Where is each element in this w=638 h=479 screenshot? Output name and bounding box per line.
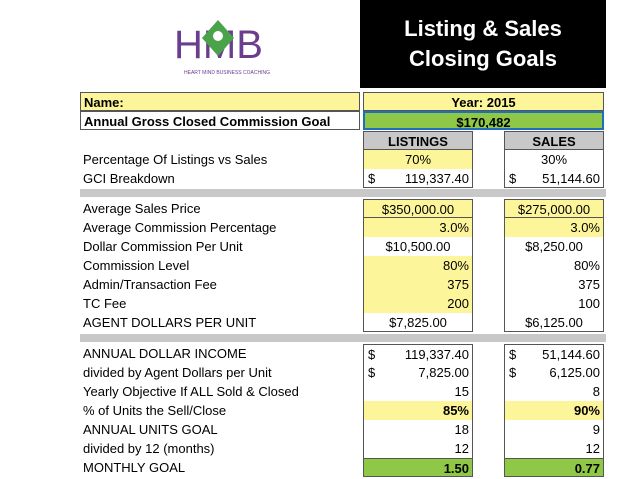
section-divider	[80, 189, 606, 197]
sales-value[interactable]: $275,000.00	[504, 199, 604, 218]
sales-value: 12	[504, 439, 604, 458]
listings-value[interactable]: 375	[363, 275, 473, 294]
listings-value: $119,337.40	[363, 344, 473, 363]
row-label: Yearly Objective If ALL Sold & Closed	[83, 384, 299, 399]
listings-value: $7,825.00	[363, 313, 473, 332]
sales-value[interactable]: 3.0%	[504, 218, 604, 237]
table-row: MONTHLY GOAL 1.50 0.77	[80, 458, 606, 477]
gci-goal-value[interactable]: $170,482	[363, 111, 604, 130]
row-label: % of Units the Sell/Close	[83, 403, 227, 418]
listings-value[interactable]: 200	[363, 294, 473, 313]
currency-sign: $	[509, 365, 517, 380]
listings-value: 15	[363, 382, 473, 401]
title-line-1: Listing & Sales	[404, 16, 562, 41]
year-label[interactable]: Year: 2015	[363, 92, 604, 111]
row-label: AGENT DOLLARS PER UNIT	[83, 315, 257, 330]
sales-value: $8,250.00	[504, 237, 604, 256]
table-row: Admin/Transaction Fee 375 375	[80, 275, 606, 294]
row-label: Average Commission Percentage	[83, 220, 277, 235]
table-row: Percentage Of Listings vs Sales 70% 30%	[80, 150, 606, 169]
currency-sign: $	[509, 347, 517, 362]
sales-value: $6,125.00	[504, 363, 604, 382]
logo-area: HMB HEART MIND BUSINESS COACHING	[80, 0, 360, 88]
sales-value: 8	[504, 382, 604, 401]
listings-value[interactable]: 80%	[363, 256, 473, 275]
monthly-goal-listings: 1.50	[363, 458, 473, 477]
table-row: % of Units the Sell/Close 85% 90%	[80, 401, 606, 420]
row-label: MONTHLY GOAL	[83, 460, 186, 475]
logo-heart-icon	[213, 31, 223, 41]
sales-value: 30%	[504, 150, 604, 169]
row-label: Commission Level	[83, 258, 190, 273]
row-label: GCI Breakdown	[83, 171, 175, 186]
row-label: ANNUAL UNITS GOAL	[83, 422, 218, 437]
title-line-2: Closing Goals	[409, 46, 557, 71]
table-row: AGENT DOLLARS PER UNIT $7,825.00 $6,125.…	[80, 313, 606, 332]
section-divider	[80, 334, 606, 342]
table-row: TC Fee 200 100	[80, 294, 606, 313]
title-block: Listing & Sales Closing Goals	[360, 0, 606, 88]
gci-goal-row: Annual Gross Closed Commission Goal $170…	[80, 111, 606, 130]
listings-value: 18	[363, 420, 473, 439]
table-row: ANNUAL DOLLAR INCOME $119,337.40 $51,144…	[80, 344, 606, 363]
sales-value: $51,144.60	[504, 169, 604, 188]
listings-value[interactable]: 70%	[363, 150, 473, 169]
sales-value: 9	[504, 420, 604, 439]
currency-sign: $	[368, 365, 376, 380]
currency-sign: $	[368, 347, 376, 362]
table-row: Average Commission Percentage 3.0% 3.0%	[80, 218, 606, 237]
sales-value: $6,125.00	[504, 313, 604, 332]
row-label: Dollar Commission Per Unit	[83, 239, 243, 254]
row-label: Average Sales Price	[83, 201, 201, 216]
table-row: Average Sales Price $350,000.00 $275,000…	[80, 199, 606, 218]
table-row: GCI Breakdown $119,337.40 $51,144.60	[80, 169, 606, 188]
row-label: divided by Agent Dollars per Unit	[83, 365, 272, 380]
currency-sign: $	[509, 171, 517, 186]
logo-tagline: HEART MIND BUSINESS COACHING	[184, 70, 270, 76]
goals-sheet: HMB HEART MIND BUSINESS COACHING Listing…	[80, 0, 606, 479]
sales-value: 375	[504, 275, 604, 294]
table-row: ANNUAL UNITS GOAL 18 9	[80, 420, 606, 439]
sales-header: SALES	[504, 131, 604, 150]
hmb-logo: HMB HEART MIND BUSINESS COACHING	[174, 20, 270, 76]
row-label: ANNUAL DOLLAR INCOME	[83, 346, 247, 361]
listings-value[interactable]: 3.0%	[363, 218, 473, 237]
table-row: divided by Agent Dollars per Unit $7,825…	[80, 363, 606, 382]
table-row: Yearly Objective If ALL Sold & Closed 15…	[80, 382, 606, 401]
name-label[interactable]: Name:	[80, 92, 360, 111]
listings-value: $119,337.40	[363, 169, 473, 188]
row-label: Admin/Transaction Fee	[83, 277, 217, 292]
sales-value: 100	[504, 294, 604, 313]
listings-value: $7,825.00	[363, 363, 473, 382]
listings-value: 12	[363, 439, 473, 458]
table-row: Commission Level 80% 80%	[80, 256, 606, 275]
listings-value: $10,500.00	[363, 237, 473, 256]
name-year-row: Name: Year: 2015	[80, 92, 606, 111]
listings-header: LISTINGS	[363, 131, 473, 150]
row-label: divided by 12 (months)	[83, 441, 215, 456]
table-row: divided by 12 (months) 12 12	[80, 439, 606, 458]
column-header-row: LISTINGS SALES	[80, 131, 606, 150]
gci-goal-label: Annual Gross Closed Commission Goal	[80, 111, 360, 130]
listings-value[interactable]: 85%	[363, 401, 473, 420]
sales-value[interactable]: 90%	[504, 401, 604, 420]
table-row: Dollar Commission Per Unit $10,500.00 $8…	[80, 237, 606, 256]
listings-value[interactable]: $350,000.00	[363, 199, 473, 218]
sales-value: 80%	[504, 256, 604, 275]
sales-value: $51,144.60	[504, 344, 604, 363]
monthly-goal-sales: 0.77	[504, 458, 604, 477]
row-label: Percentage Of Listings vs Sales	[83, 152, 268, 167]
currency-sign: $	[368, 171, 376, 186]
row-label: TC Fee	[83, 296, 127, 311]
